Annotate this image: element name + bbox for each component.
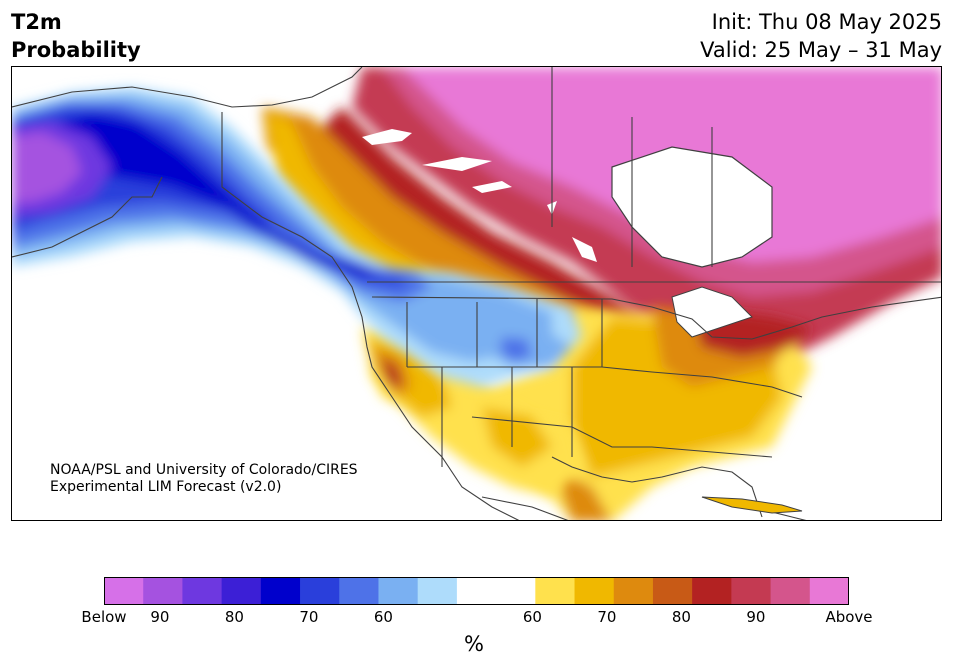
colorbar-cell xyxy=(417,577,458,605)
colorbar-unit-label: % xyxy=(464,632,484,656)
colorbar-tick-label: Below xyxy=(81,608,127,626)
colorbar-cell xyxy=(456,577,497,605)
valid-range-label: Valid: 25 May – 31 May xyxy=(700,38,942,62)
map-svg xyxy=(12,67,941,520)
colorbar-tick-labels: Below 90 80 70 60 60 70 80 90 Above xyxy=(0,608,954,628)
southwest-warm-region xyxy=(362,327,582,497)
title-line-1: T2m xyxy=(11,10,62,34)
colorbar-tick-label: 80 xyxy=(224,608,244,626)
title-line-2: Probability xyxy=(11,38,141,62)
colorbar-cell xyxy=(496,577,536,605)
colorbar-cell xyxy=(339,577,379,605)
below-anomaly-region xyxy=(12,87,582,387)
colorbar-cell xyxy=(574,577,615,605)
colorbar-cell xyxy=(535,577,576,605)
colorbar-cell xyxy=(692,577,732,605)
colorbar-cell xyxy=(182,577,223,605)
cuba-island xyxy=(701,496,803,514)
colorbar-tick-label: 60 xyxy=(522,608,542,626)
forecast-dates: Init: Thu 08 May 2025 Valid: 25 May – 31… xyxy=(700,8,942,64)
colorbar-cell xyxy=(731,577,772,605)
colorbar-tick-label: Above xyxy=(825,608,873,626)
colorbar-tick-label: 90 xyxy=(150,608,170,626)
colorbar-cell xyxy=(613,577,654,605)
credit-text: NOAA/PSL and University of Colorado/CIRE… xyxy=(50,462,358,496)
credit-line-2: Experimental LIM Forecast (v2.0) xyxy=(50,479,282,495)
probability-map: NOAA/PSL and University of Colorado/CIRE… xyxy=(11,66,942,521)
init-date-label: Init: Thu 08 May 2025 xyxy=(711,10,942,34)
colorbar-cells xyxy=(104,577,849,605)
colorbar xyxy=(104,577,849,605)
colorbar-cell xyxy=(378,577,419,605)
chart-title: T2m Probability xyxy=(11,8,141,64)
colorbar-tick-label: 70 xyxy=(597,608,617,626)
colorbar-cell xyxy=(809,577,849,605)
credit-line-1: NOAA/PSL and University of Colorado/CIRE… xyxy=(50,462,358,478)
colorbar-cell xyxy=(143,577,183,605)
colorbar-cell xyxy=(770,577,811,605)
colorbar-cell xyxy=(260,577,301,605)
water-bodies xyxy=(362,129,773,338)
colorbar-cell xyxy=(300,577,340,605)
colorbar-tick-label: 80 xyxy=(671,608,691,626)
colorbar-cell xyxy=(652,577,693,605)
colorbar-cell xyxy=(221,577,262,605)
colorbar-tick-label: 60 xyxy=(373,608,393,626)
colorbar-cell xyxy=(104,577,144,605)
colorbar-tick-label: 70 xyxy=(299,608,319,626)
colorbar-tick-label: 90 xyxy=(746,608,766,626)
